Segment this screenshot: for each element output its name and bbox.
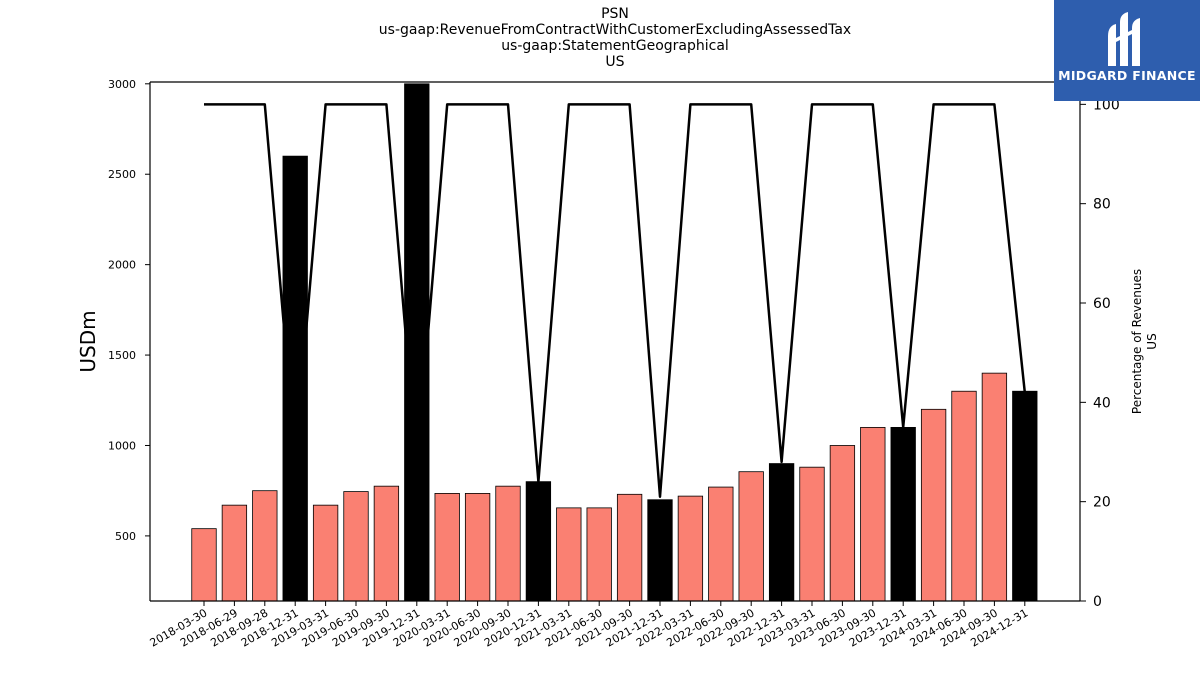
bar [890, 426, 916, 602]
bar [221, 504, 248, 602]
bar [708, 486, 734, 602]
bar [799, 466, 825, 602]
y-axis-label: USDm [76, 310, 100, 372]
brand-logo: MIDGARD FINANCE [1054, 0, 1200, 101]
logo-text: MIDGARD FINANCE [1058, 68, 1196, 83]
bar [373, 485, 400, 602]
y-tick-label: 500 [115, 530, 136, 543]
chart-subtitle-axis: us-gaap:StatementGeographical [501, 38, 729, 54]
bar [525, 481, 552, 602]
y-tick-label: 2000 [108, 259, 136, 272]
bar [282, 155, 308, 602]
y2-axis-label-member: US [1145, 333, 1159, 349]
y2-tick-label: 80 [1093, 197, 1111, 213]
y2-tick-label: 0 [1093, 594, 1102, 610]
y-tick-label: 1500 [108, 349, 136, 362]
bar [586, 507, 612, 602]
bar [252, 490, 278, 602]
midgard-logo-icon [1108, 12, 1140, 66]
y-tick-label: 3000 [108, 78, 136, 91]
bar [829, 445, 856, 602]
y2-tick-label: 20 [1093, 495, 1111, 511]
bar [1012, 390, 1038, 602]
y2-tick-label: 60 [1093, 296, 1111, 312]
bar [768, 463, 795, 602]
bar [556, 507, 582, 602]
bar [191, 528, 217, 602]
bar [920, 408, 947, 602]
chart-title: PSN [601, 6, 629, 22]
chart-subtitle-concept: us-gaap:RevenueFromContractWithCustomerE… [378, 22, 852, 38]
y-tick-label: 2500 [108, 168, 136, 181]
y-tick-label: 1000 [108, 439, 136, 452]
bar [616, 493, 643, 602]
bar [404, 83, 430, 602]
bar [343, 491, 369, 602]
percentage-line [204, 103, 1027, 498]
chart-subtitle-member: US [605, 54, 625, 70]
y2-axis-label: Percentage of Revenues [1130, 269, 1144, 414]
bar [981, 372, 1008, 602]
bar [464, 493, 491, 602]
y2-tick-label: 100 [1093, 97, 1120, 113]
y2-tick-label: 40 [1093, 395, 1111, 411]
bar [495, 485, 521, 602]
bar [951, 390, 977, 602]
bar [312, 504, 339, 602]
bar [434, 493, 460, 602]
bar [860, 426, 886, 602]
bar [647, 499, 673, 602]
bar [677, 495, 704, 602]
bar [738, 471, 764, 602]
